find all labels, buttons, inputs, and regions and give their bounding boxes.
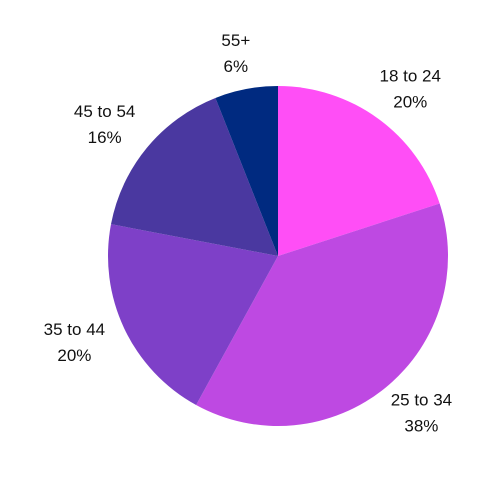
pie-slice xyxy=(111,97,278,257)
slice-label: 35 to 44 xyxy=(44,320,105,339)
slice-label: 55+ xyxy=(221,31,250,50)
slice-label: 18 to 24 xyxy=(380,67,441,86)
pie-slice xyxy=(108,224,278,405)
slice-value-label: 38% xyxy=(404,416,438,435)
pie-slice xyxy=(196,203,448,426)
slice-value-label: 20% xyxy=(393,93,427,112)
slice-value-label: 16% xyxy=(88,128,122,147)
slice-label: 25 to 34 xyxy=(391,390,452,409)
pie-slice xyxy=(215,86,278,256)
slice-value-label: 20% xyxy=(57,346,91,365)
slice-value-label: 6% xyxy=(224,57,249,76)
pie-slice xyxy=(278,86,440,256)
slice-label: 45 to 54 xyxy=(74,102,135,121)
